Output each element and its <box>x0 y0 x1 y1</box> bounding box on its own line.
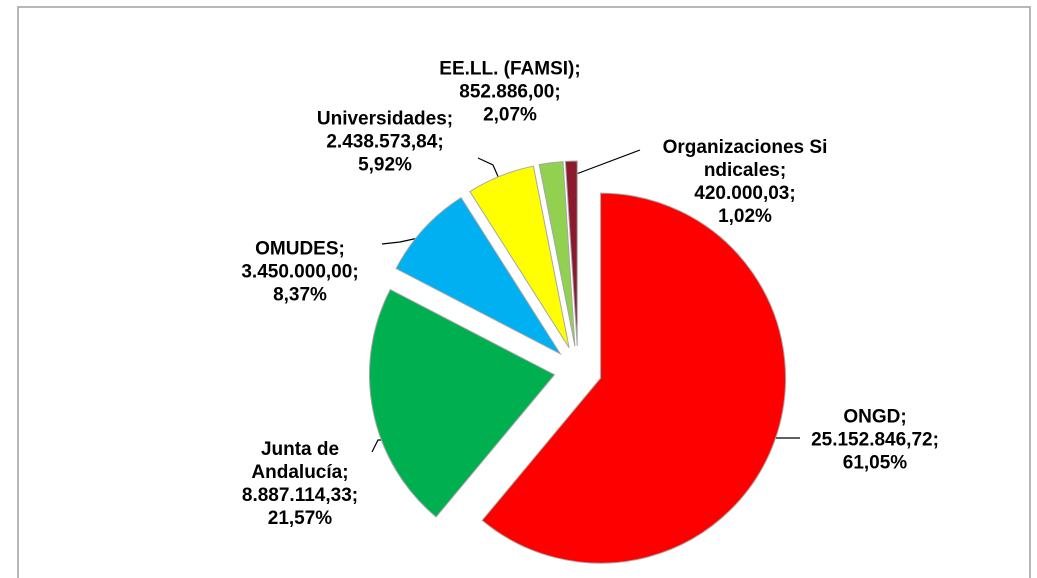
label-val: 852.886,00 <box>435 81 585 104</box>
label-val: 420.000,03 <box>660 182 830 205</box>
label-cat: Organizaciones Sindicales <box>660 136 830 182</box>
label-val: 8.887.114,33 <box>215 484 385 507</box>
pie-slice <box>395 196 562 356</box>
pie-slice <box>469 165 570 348</box>
chart-frame <box>17 6 1031 578</box>
data-label: OMUDES3.450.000,008,37% <box>210 238 390 307</box>
label-val: 25.152.846,72 <box>775 429 975 452</box>
label-pct: 2,07% <box>483 104 537 126</box>
label-pct: 1,02% <box>718 206 772 227</box>
label-pct: 61,05% <box>842 452 908 474</box>
label-cat: Junta de Andalucía <box>215 438 385 484</box>
data-label: ONGD25.152.846,7261,05% <box>775 406 975 475</box>
pie-slice <box>538 161 576 347</box>
label-pct: 5,92% <box>358 154 412 176</box>
label-pct: 8,37% <box>273 284 327 306</box>
label-val: 3.450.000,00 <box>210 261 390 284</box>
pie-slice <box>368 288 556 518</box>
data-label: Universidades2.438.573,845,92% <box>295 108 475 177</box>
leader-line <box>570 149 641 177</box>
label-pct: 21,57% <box>267 508 333 529</box>
data-label: Junta de Andalucía8.887.114,3321,57% <box>215 438 385 530</box>
pie-slice <box>564 160 578 347</box>
label-cat: Universidades <box>295 108 475 131</box>
label-cat: ONGD <box>775 406 975 429</box>
label-val: 2.438.573,84 <box>295 131 475 154</box>
data-label: Organizaciones Sindicales420.000,031,02% <box>660 136 830 228</box>
label-cat: OMUDES <box>210 238 390 261</box>
data-label: EE.LL. (FAMSI)852.886,002,07% <box>435 58 585 127</box>
label-cat: EE.LL. (FAMSI) <box>435 58 585 81</box>
